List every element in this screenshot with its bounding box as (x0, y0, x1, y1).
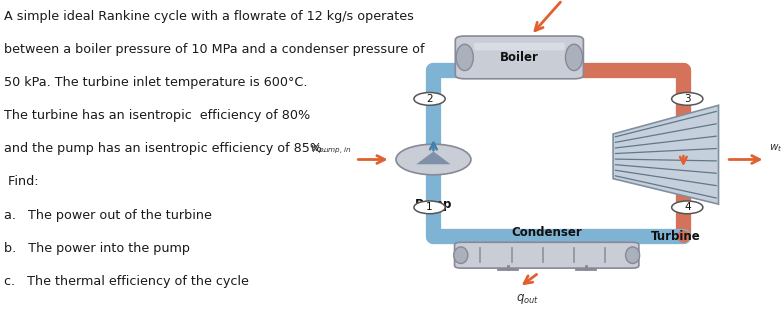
Ellipse shape (456, 44, 473, 70)
Text: $q_\mathregular{out}$: $q_\mathregular{out}$ (515, 292, 539, 306)
Circle shape (414, 201, 445, 214)
Text: $w_\mathregular{turb,out}$: $w_\mathregular{turb,out}$ (769, 143, 781, 156)
Circle shape (396, 144, 471, 175)
FancyBboxPatch shape (455, 36, 583, 79)
Ellipse shape (565, 44, 583, 70)
Text: c.   The thermal efficiency of the cycle: c. The thermal efficiency of the cycle (4, 275, 249, 288)
Ellipse shape (454, 247, 468, 263)
Text: b.   The power into the pump: b. The power into the pump (4, 242, 190, 255)
Text: 2: 2 (426, 94, 433, 104)
Text: The turbine has an isentropic  efficiency of 80%: The turbine has an isentropic efficiency… (4, 109, 310, 122)
Polygon shape (416, 152, 451, 164)
Circle shape (672, 93, 703, 105)
Text: $w_\mathregular{pump,in}$: $w_\mathregular{pump,in}$ (310, 144, 351, 156)
Text: between a boiler pressure of 10 MPa and a condenser pressure of: between a boiler pressure of 10 MPa and … (4, 43, 424, 56)
Text: Condenser: Condenser (512, 226, 582, 239)
Text: 50 kPa. The turbine inlet temperature is 600°C.: 50 kPa. The turbine inlet temperature is… (4, 76, 308, 89)
FancyBboxPatch shape (455, 242, 639, 268)
Text: 3: 3 (684, 94, 690, 104)
Text: Turbine: Turbine (651, 230, 701, 242)
Text: and the pump has an isentropic efficiency of 85%.: and the pump has an isentropic efficienc… (4, 142, 326, 155)
Text: Pump: Pump (415, 198, 452, 211)
Text: 4: 4 (684, 202, 690, 212)
Text: 1: 1 (426, 202, 433, 212)
Text: Boiler: Boiler (500, 51, 539, 64)
Circle shape (672, 201, 703, 214)
Text: A simple ideal Rankine cycle with a flowrate of 12 kg/s operates: A simple ideal Rankine cycle with a flow… (4, 10, 414, 23)
Ellipse shape (626, 247, 640, 263)
Text: a.   The power out of the turbine: a. The power out of the turbine (4, 209, 212, 222)
FancyBboxPatch shape (474, 43, 565, 50)
Text: Find:: Find: (4, 175, 38, 189)
Circle shape (414, 93, 445, 105)
Polygon shape (613, 105, 719, 204)
